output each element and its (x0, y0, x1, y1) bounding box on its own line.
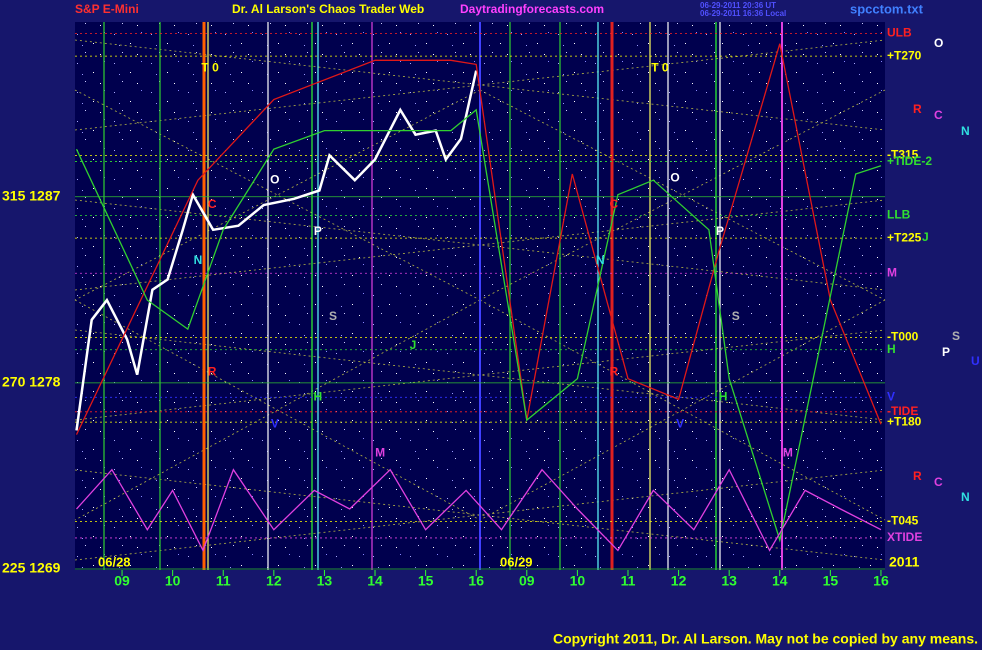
x-tick-label: 11 (621, 573, 636, 589)
x-tick-label: 15 (823, 573, 839, 589)
side-letter: S (952, 329, 960, 343)
x-tick-label: 10 (165, 573, 181, 589)
annotation: H (314, 390, 323, 404)
side-letter: P (942, 345, 950, 359)
x-tick-label: 13 (721, 573, 737, 589)
y-tick-label: 315 1287 (2, 187, 61, 203)
series-line (75, 43, 882, 435)
annotation: N (596, 253, 605, 267)
annotation: M (783, 445, 793, 459)
side-letter: N (961, 124, 970, 138)
y-tick-label: 225 1269 (2, 560, 61, 576)
site: Daytradingforecasts.com (460, 2, 604, 16)
annotation: S (732, 309, 740, 323)
x-tick-label: 11 (216, 573, 231, 589)
side-letter: O (934, 36, 943, 50)
x-tick-label: 10 (570, 573, 586, 589)
date-label: 06/29 (500, 554, 533, 569)
level-label: +T270 (887, 48, 922, 62)
x-tick-label: 12 (671, 573, 687, 589)
level-label: LLB (887, 208, 911, 222)
x-tick-label: 12 (266, 573, 282, 589)
annotation: O (670, 170, 679, 184)
date-label: 06/28 (98, 554, 131, 569)
annotation: V (271, 416, 279, 430)
level-label: -TIDE (887, 404, 918, 418)
side-letter: R (913, 102, 922, 116)
annotation: S (329, 309, 337, 323)
level-label: M (887, 265, 897, 279)
annotation: C (208, 197, 217, 211)
level-label: XTIDE (887, 530, 922, 544)
annotation: N (194, 253, 203, 267)
annotation: M (375, 445, 385, 459)
level-label: +T180 (887, 414, 922, 428)
annotation: T 0 (651, 61, 669, 75)
x-tick-label: 09 (519, 573, 535, 589)
diagonal-lines (74, 39, 886, 561)
series-line (76, 468, 882, 553)
side-letter: U (971, 354, 980, 368)
annotation: T 0 (201, 61, 219, 75)
side-letter: C (934, 475, 943, 489)
x-tick-label: 14 (367, 573, 383, 589)
timestamp: 06-29-2011 16:36 Local (700, 9, 786, 18)
y-tick-label: 270 1278 (2, 374, 61, 390)
x-tick-label: 16 (468, 573, 484, 589)
level-label: +TIDE-2 (887, 154, 932, 168)
x-tick-label: 13 (317, 573, 333, 589)
annotation: O (270, 172, 279, 186)
file-name: spcctom.txt (850, 1, 924, 16)
level-label: +T225 (887, 230, 922, 244)
x-tick-label: 09 (114, 573, 130, 589)
side-letter: R (913, 469, 922, 483)
level-label: -T045 (887, 514, 919, 528)
timestamp: 06-29-2011 20:36 UT (700, 1, 776, 10)
copyright: Copyright 2011, Dr. Al Larson. May not b… (553, 631, 978, 647)
annotation: P (716, 224, 724, 238)
x-tick-label: 15 (418, 573, 434, 589)
series-line (75, 70, 478, 431)
level-label: H (887, 342, 896, 356)
annotation: R (208, 365, 217, 379)
time-lines (103, 22, 783, 570)
x-tick-label: 14 (772, 573, 788, 589)
side-letter: J (922, 230, 929, 244)
level-label: ULB (887, 26, 912, 40)
date-label: 2011 (889, 554, 920, 570)
annotation: J (410, 338, 417, 352)
level-label: -T000 (887, 330, 919, 344)
level-label: -T315 (887, 148, 919, 162)
x-tick-label: 16 (873, 573, 889, 589)
instrument: S&P E-Mini (75, 2, 139, 16)
annotation: P (314, 224, 322, 238)
level-label: V (887, 390, 895, 404)
series-line (75, 108, 882, 543)
side-letter: C (934, 108, 943, 122)
side-letter: N (961, 490, 970, 504)
annotation: R (609, 365, 618, 379)
annotation: C (609, 197, 618, 211)
annotation: V (676, 416, 684, 430)
chart-title: Dr. Al Larson's Chaos Trader Web (232, 2, 424, 16)
annotation: H (719, 390, 728, 404)
side-letters: O R C N J S P U R C N (913, 36, 980, 504)
